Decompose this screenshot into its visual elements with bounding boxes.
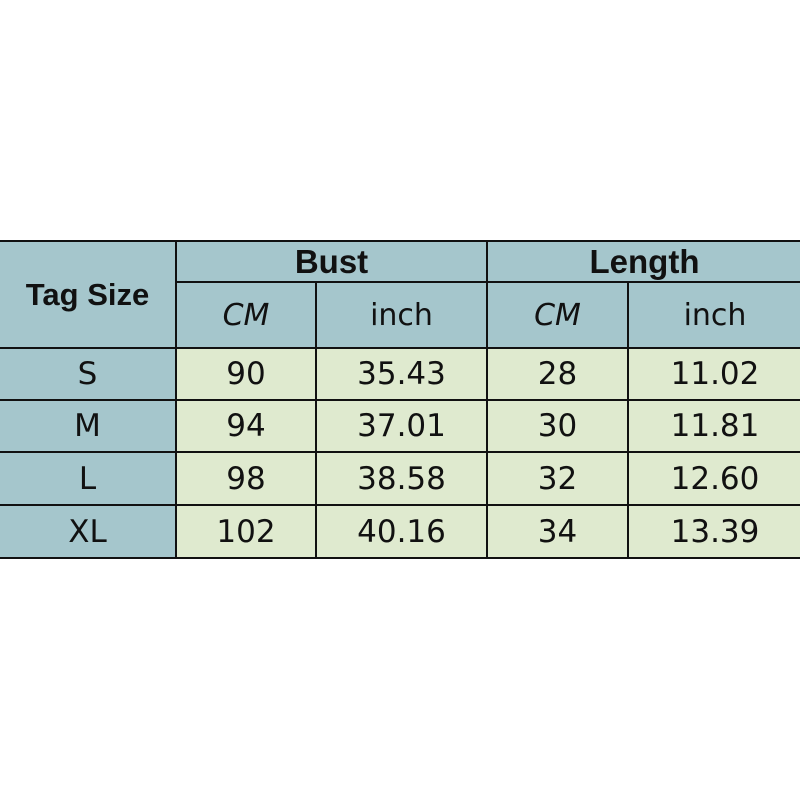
value-cell: 32 [486,451,629,506]
bust-inch-header: inch [315,281,488,349]
value-cell: 90 [175,347,317,401]
size-cell: S [0,347,177,401]
value-cell: 94 [175,399,317,453]
value-cell: 11.81 [626,399,800,453]
length-inch-header: inch [626,281,800,349]
size-cell: M [0,399,177,453]
value-cell: 38.58 [315,451,488,506]
value-cell: 34 [486,504,629,559]
length-header: Length [485,240,800,283]
size-cell: XL [0,504,177,559]
value-cell: 13.39 [626,504,800,559]
value-cell: 102 [175,504,317,559]
size-cell: L [0,451,177,506]
value-cell: 37.01 [315,399,488,453]
length-cm-header: CM [486,281,629,349]
size-chart-table: Tag Size Bust Length CM inch CM inch S 9… [0,240,800,559]
bust-cm-header: CM [176,281,317,349]
value-cell: 12.60 [626,451,800,506]
table-row: S 90 35.43 28 11.02 [0,347,800,401]
table-row: XL 102 40.16 34 13.39 [0,504,800,559]
value-cell: 35.43 [315,347,488,401]
bust-header: Bust [175,240,488,283]
value-cell: 40.16 [315,504,488,559]
value-cell: 30 [486,399,629,453]
value-cell: 98 [175,451,317,506]
value-cell: 11.02 [626,347,800,401]
tag-size-header: Tag Size [0,240,177,349]
value-cell: 28 [486,347,629,401]
table-row: L 98 38.58 32 12.60 [0,451,800,506]
table-row: M 94 37.01 30 11.81 [0,399,800,453]
